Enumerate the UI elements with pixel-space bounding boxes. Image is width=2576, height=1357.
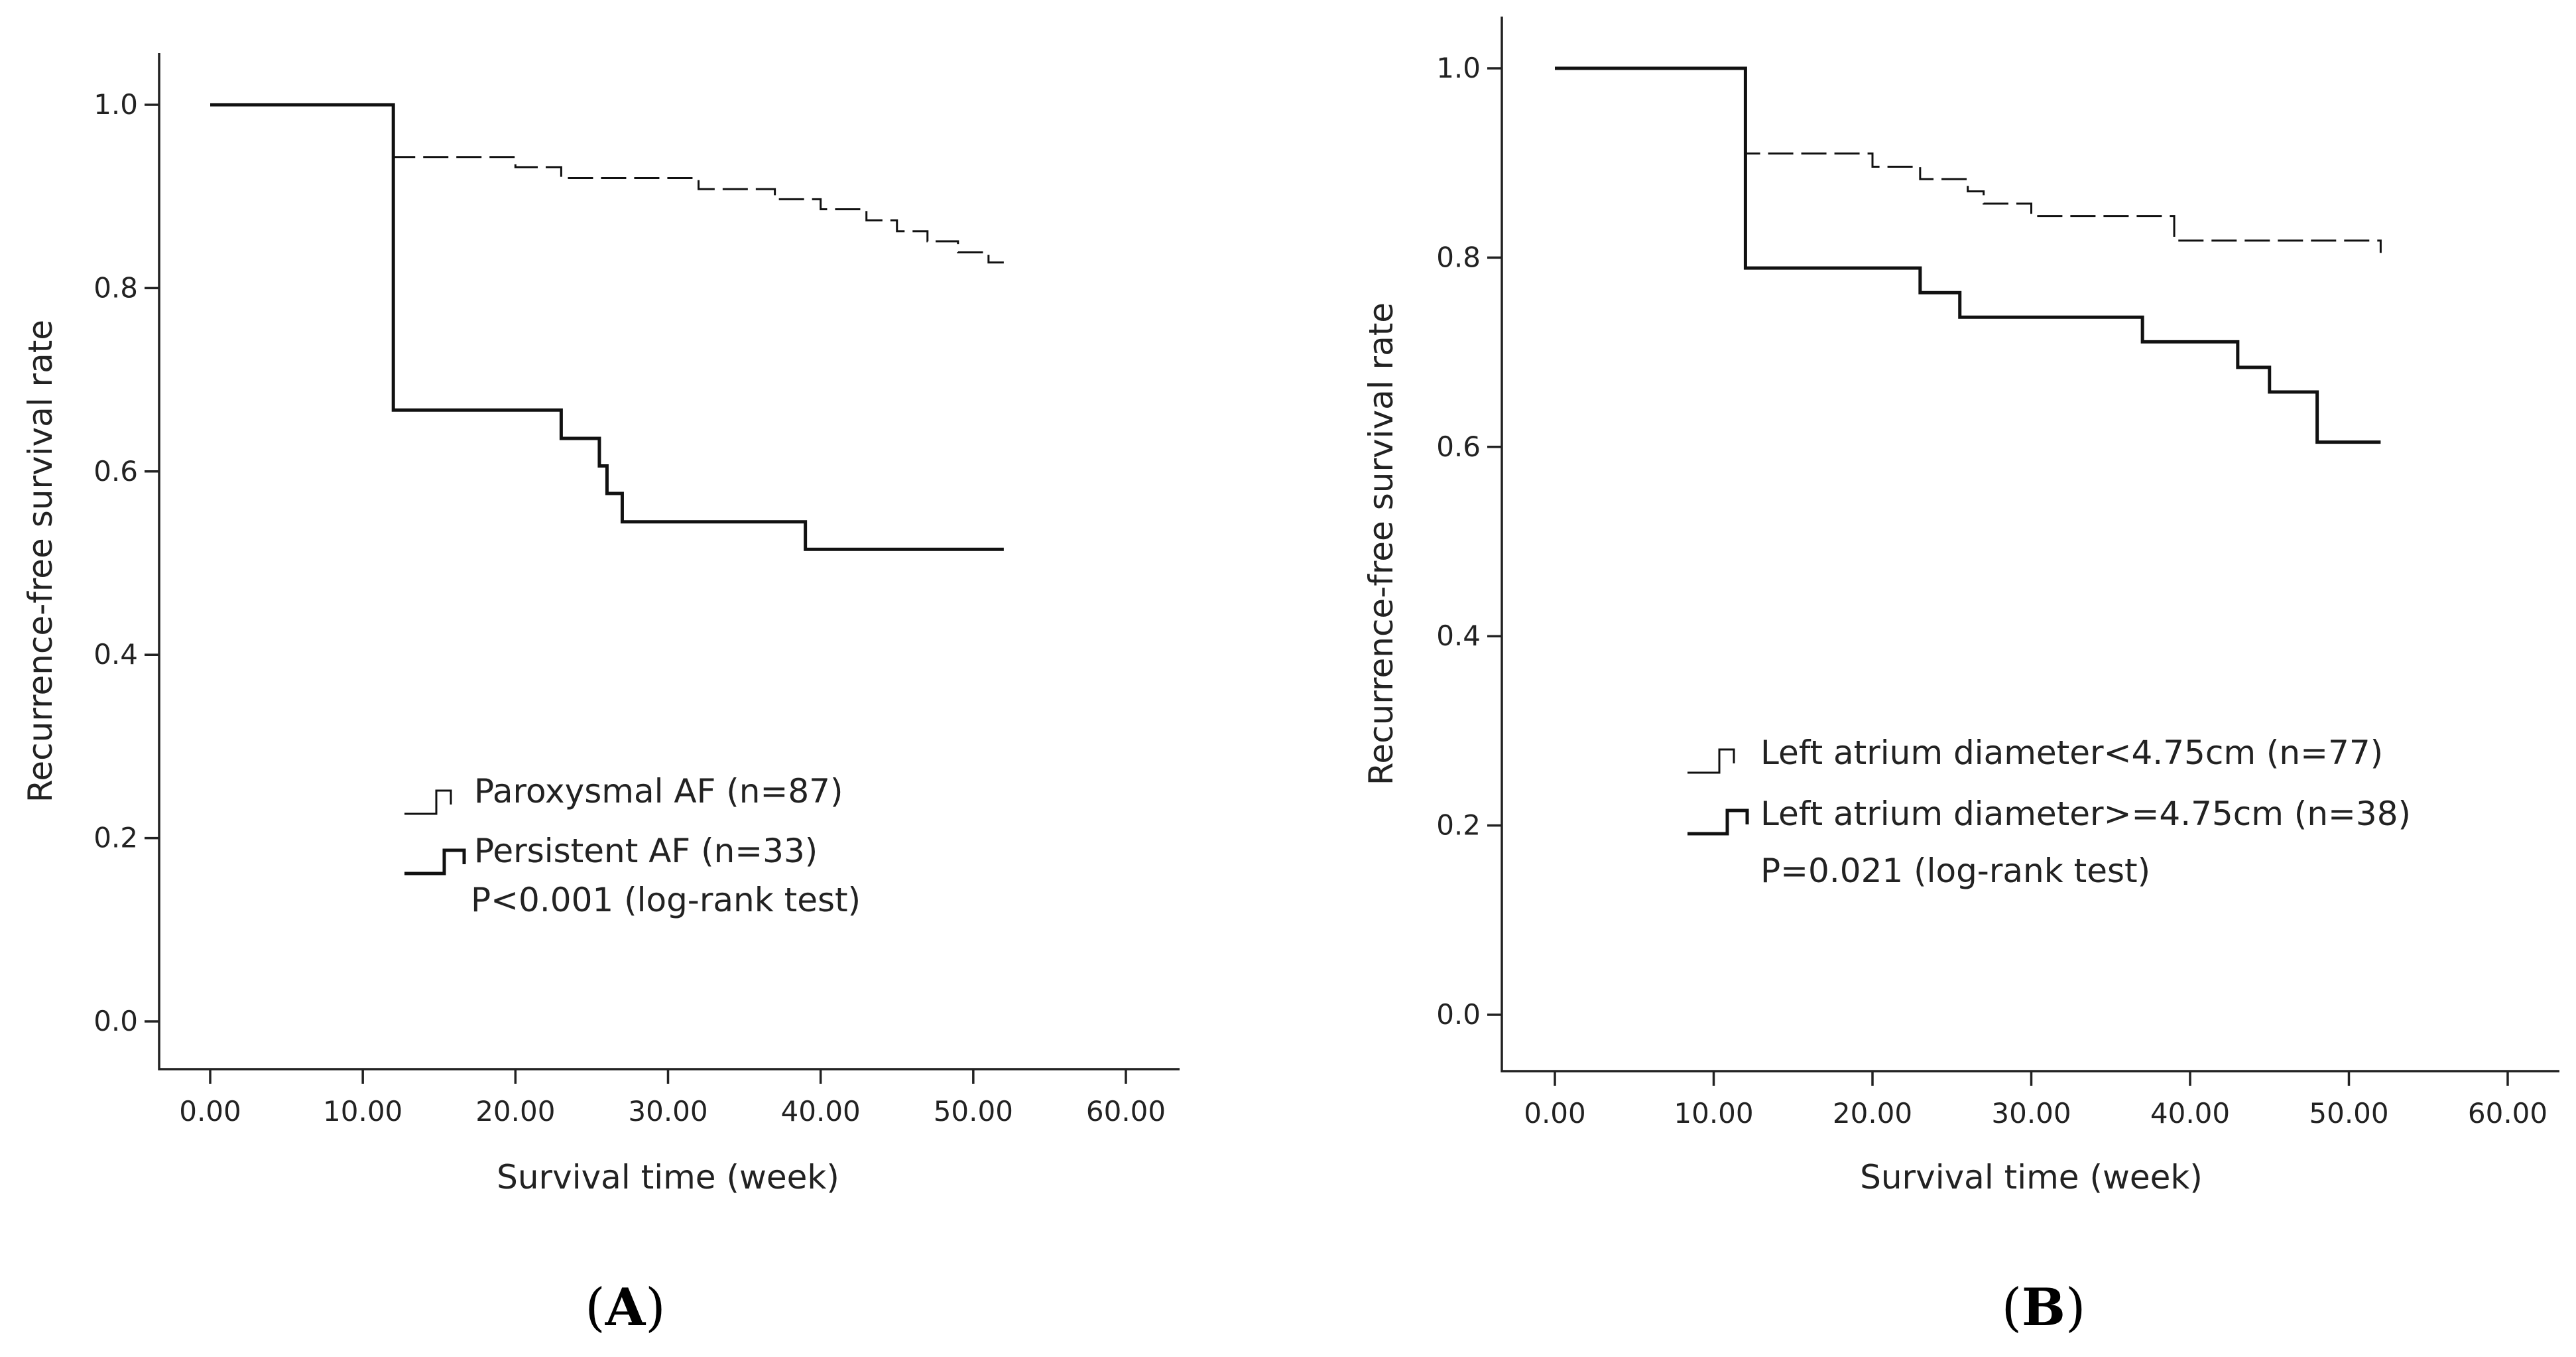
- x-tick-label-a: 0.00: [179, 1095, 241, 1128]
- p-value-annotation-a: P<0.001 (log-rank test): [471, 881, 861, 919]
- y-tick-label-b: 1.0: [1436, 52, 1481, 84]
- axis-frame-a: [158, 53, 1180, 1070]
- y-axis-label-a: Recurrence-free survival rate: [21, 320, 60, 803]
- km-curve-a-solid: [210, 103, 1004, 551]
- chart-panel-a: 0.0 0.2 0.4 0.6 0.8 1.0 0.00 10.00 20.00 30.00 40.…: [21, 53, 1180, 1196]
- x-tick-label-b: 20.00: [1833, 1097, 1912, 1130]
- x-tick-label-a: 20.00: [475, 1095, 555, 1128]
- y-tick-label-a: 1.0: [93, 88, 138, 121]
- x-tick-label-b: 40.00: [2150, 1097, 2230, 1130]
- y-tick-label-a: 0.4: [93, 638, 138, 671]
- x-tick-label-a: 30.00: [628, 1095, 707, 1128]
- y-tick-label-a: 0.6: [93, 455, 138, 487]
- x-axis-label-a: Survival time (week): [497, 1158, 839, 1196]
- legend-swatch-b-0: [1687, 748, 1735, 774]
- x-axis-label-b: Survival time (week): [1860, 1158, 2203, 1196]
- panel-label-a: (A): [585, 1277, 665, 1338]
- x-tick-label-b: 0.00: [1524, 1097, 1586, 1130]
- y-tick-label-a: 0.0: [93, 1005, 138, 1037]
- y-axis-label-b: Recurrence-free survival rate: [1362, 302, 1400, 785]
- axis-frame-b: [1501, 17, 2559, 1072]
- x-tick-label-b: 10.00: [1674, 1097, 1753, 1130]
- x-tick-label-b: 30.00: [1991, 1097, 2071, 1130]
- x-tick-label-b: 50.00: [2309, 1097, 2388, 1130]
- y-tick-label-b: 0.6: [1436, 430, 1481, 463]
- legend-label-a-1: Persistent AF (n=33): [474, 832, 818, 870]
- legend-swatch-b-1: [1687, 808, 1749, 836]
- x-tick-label-a: 10.00: [323, 1095, 402, 1128]
- panel-label-b-letter: B: [2022, 1277, 2065, 1338]
- y-tick-label-b: 0.2: [1436, 809, 1481, 842]
- x-tick-label-a: 50.00: [934, 1095, 1013, 1128]
- km-curve-b-solid: [1555, 66, 2381, 444]
- panel-label-b: (B): [2002, 1277, 2086, 1338]
- x-tick-label-a: 40.00: [781, 1095, 861, 1128]
- legend-swatch-a-1: [404, 848, 466, 875]
- y-tick-label-b: 0.8: [1436, 241, 1481, 273]
- y-tick-label-b: 0.0: [1436, 998, 1481, 1031]
- y-tick-label-b: 0.4: [1436, 619, 1481, 652]
- legend-label-b-0: Left atrium diameter<4.75cm (n=77): [1760, 734, 2383, 772]
- legend-swatch-a-0: [404, 789, 452, 815]
- km-curve-a-dashed: [210, 103, 1004, 264]
- legend-label-a-0: Paroxysmal AF (n=87): [474, 772, 843, 810]
- y-tick-label-a: 0.2: [93, 822, 138, 854]
- chart-panel-b: 0.0 0.2 0.4 0.6 0.8 1.0 0.00 10.00 20.00 30.00 40.…: [1362, 17, 2559, 1196]
- x-tick-label-a: 60.00: [1086, 1095, 1166, 1128]
- y-tick-label-a: 0.8: [93, 271, 138, 304]
- panel-label-a-letter: A: [605, 1277, 646, 1338]
- p-value-annotation-b: P=0.021 (log-rank test): [1760, 852, 2150, 890]
- legend-label-b-1: Left atrium diameter>=4.75cm (n=38): [1760, 795, 2411, 833]
- x-tick-label-b: 60.00: [2468, 1097, 2547, 1130]
- km-curve-b-dashed: [1555, 67, 2382, 253]
